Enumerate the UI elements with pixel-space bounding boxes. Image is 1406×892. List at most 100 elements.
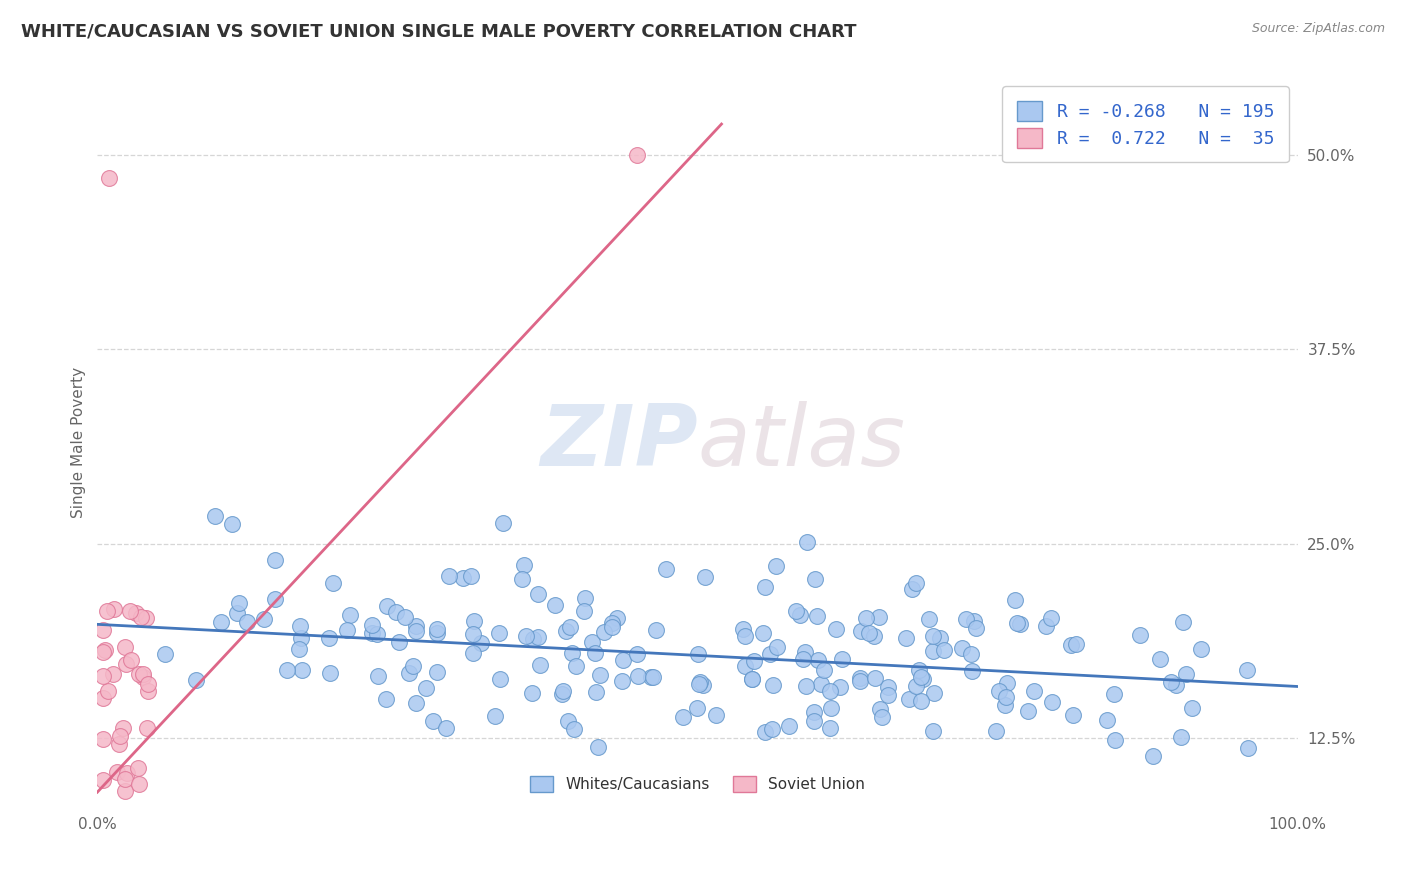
Point [877,680,900,694]
Point [922,686,945,700]
Point [962,665,984,679]
Point [963,614,986,628]
Point [849,671,872,685]
Point [561,647,583,661]
Point [796,534,818,549]
Point [366,627,388,641]
Point [610,673,633,688]
Point [785,604,807,618]
Point [1039,611,1062,625]
Point [600,620,623,634]
Point [997,675,1019,690]
Point [128,776,150,790]
Point [959,647,981,661]
Point [849,673,872,688]
Point [868,609,890,624]
Point [322,575,344,590]
Point [415,681,437,695]
Point [470,636,492,650]
Point [562,722,585,736]
Point [93,645,115,659]
Point [114,640,136,654]
Point [544,598,567,612]
Point [114,772,136,787]
Point [339,608,361,623]
Point [807,653,830,667]
Point [405,697,427,711]
Point [870,710,893,724]
Point [120,653,142,667]
Point [484,708,506,723]
Point [742,654,765,668]
Point [115,657,138,671]
Point [153,648,176,662]
Point [488,626,510,640]
Point [184,673,207,687]
Text: Source: ZipAtlas.com: Source: ZipAtlas.com [1251,22,1385,36]
Point [921,629,943,643]
Point [558,620,581,634]
Point [105,765,128,780]
Point [1104,732,1126,747]
Point [434,721,457,735]
Point [136,684,159,698]
Point [897,692,920,706]
Point [103,602,125,616]
Point [112,722,135,736]
Point [704,707,727,722]
Point [96,604,118,618]
Point [965,621,987,635]
Point [290,631,312,645]
Point [236,615,259,630]
Point [810,677,832,691]
Point [626,647,648,661]
Point [1236,664,1258,678]
Point [1149,652,1171,666]
Point [759,647,782,661]
Point [986,723,1008,738]
Point [388,634,411,648]
Point [437,569,460,583]
Point [593,624,616,639]
Point [806,608,828,623]
Point [93,772,115,787]
Point [855,611,877,625]
Point [93,731,115,746]
Point [118,605,141,619]
Point [626,148,648,162]
Point [361,626,384,640]
Point [987,684,1010,698]
Point [583,647,606,661]
Point [932,643,955,657]
Point [98,171,121,186]
Point [831,652,853,666]
Point [138,676,160,690]
Point [911,672,934,686]
Point [641,671,664,685]
Point [1104,687,1126,701]
Point [510,572,533,586]
Point [1181,701,1204,715]
Point [1064,637,1087,651]
Point [825,622,848,636]
Point [863,671,886,685]
Point [612,653,634,667]
Point [928,632,950,646]
Text: WHITE/CAUCASIAN VS SOVIET UNION SINGLE MALE POVERTY CORRELATION CHART: WHITE/CAUCASIAN VS SOVIET UNION SINGLE M… [21,22,856,40]
Point [1236,741,1258,756]
Point [994,698,1017,713]
Point [405,624,427,638]
Point [114,784,136,798]
Point [585,685,607,699]
Point [367,669,389,683]
Point [451,571,474,585]
Legend: Whites/Caucasians, Soviet Union: Whites/Caucasians, Soviet Union [523,769,872,800]
Point [522,686,544,700]
Point [1004,592,1026,607]
Point [692,678,714,692]
Point [135,611,157,625]
Point [125,606,148,620]
Point [551,684,574,698]
Point [288,642,311,657]
Point [318,631,340,645]
